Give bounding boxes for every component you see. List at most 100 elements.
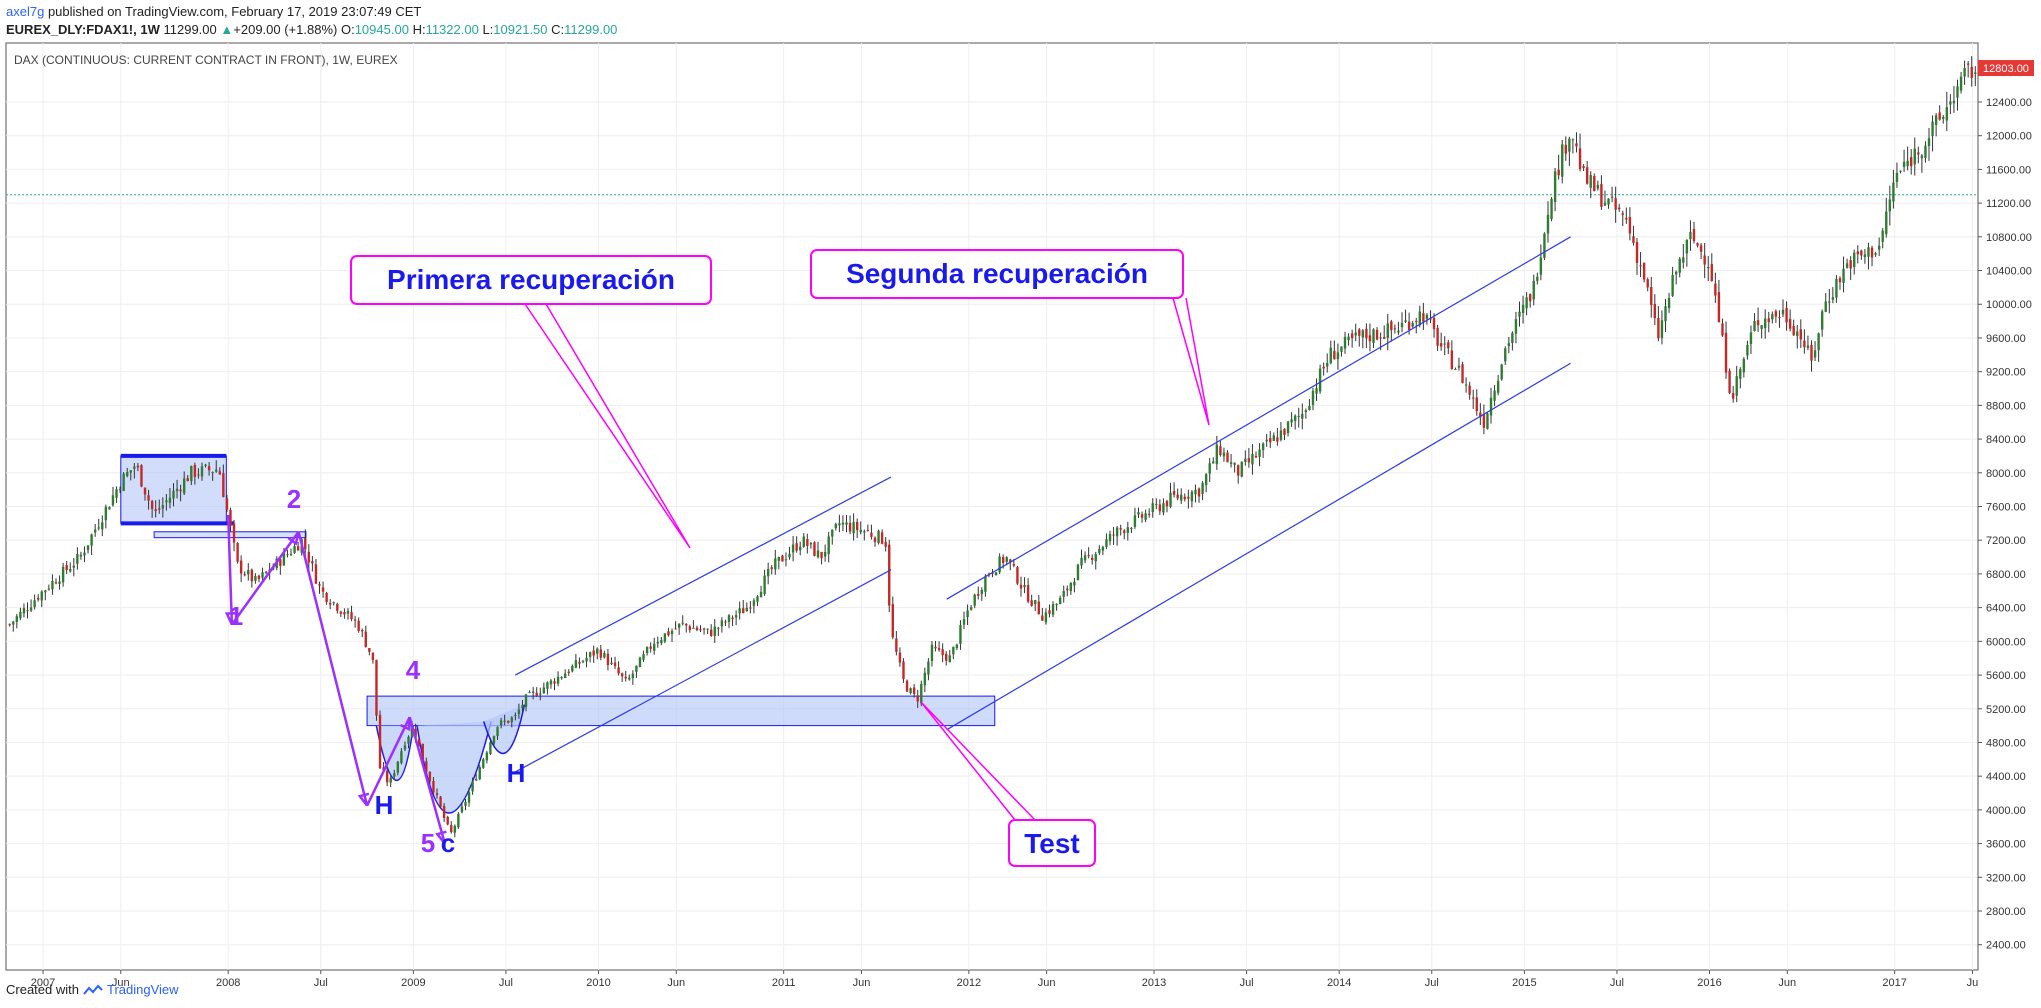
candle-body (243, 574, 246, 576)
candle (1254, 451, 1258, 459)
candle-body (706, 628, 709, 630)
high-value: 11322.00 (425, 22, 479, 37)
candle (190, 465, 193, 486)
candle (1293, 414, 1297, 430)
candle (517, 703, 521, 719)
candle-body (1037, 601, 1040, 615)
candle (1461, 361, 1464, 384)
candle (966, 604, 969, 626)
candle (147, 489, 150, 510)
wave-c-label: c (441, 828, 455, 858)
candle-body (1671, 274, 1674, 296)
candle (1966, 61, 1970, 78)
channel-1-upper (514, 476, 892, 676)
candle (1105, 533, 1108, 550)
candle-body (69, 569, 72, 572)
candle (1610, 186, 1614, 203)
candle (1165, 499, 1169, 513)
candle-body (884, 541, 887, 547)
candle (1571, 138, 1575, 154)
author-link[interactable]: axel7g (6, 4, 45, 19)
candle-body (1909, 157, 1913, 167)
candle-body (791, 544, 795, 553)
candle-body (834, 524, 838, 529)
candle-body (1870, 247, 1874, 258)
candle (588, 651, 592, 663)
candle-body (774, 558, 777, 570)
candle-body (1885, 211, 1888, 235)
candle-body (19, 611, 22, 619)
candle (994, 571, 998, 576)
candle-body (1411, 322, 1414, 327)
candle-body (279, 559, 282, 566)
candle (243, 571, 246, 577)
candle (1742, 357, 1746, 378)
open-value: 10945.00 (354, 22, 409, 37)
candle (474, 773, 478, 782)
candle (745, 602, 748, 612)
candle (631, 670, 635, 685)
candle-body (407, 736, 410, 744)
candle-body (257, 575, 261, 579)
candle (26, 602, 29, 619)
candle (749, 601, 752, 614)
candle (720, 617, 724, 633)
time-axis[interactable]: 2007 Jun 2008 Jul 2009 Jul 2010 Jun 2011 Jun 2012 J… (31, 970, 1978, 989)
candle (1290, 412, 1293, 427)
candle-body (731, 617, 734, 620)
candle-body (638, 657, 642, 668)
candle (1115, 526, 1119, 546)
publish-line: axel7g published on TradingView.com, Feb… (6, 3, 617, 21)
candle (1283, 428, 1286, 440)
tradingview-link[interactable]: TradingView (106, 982, 179, 997)
candle (1258, 443, 1261, 467)
candle (774, 549, 777, 575)
candle-body (702, 628, 706, 630)
candle-body (1404, 320, 1407, 322)
candle (1664, 298, 1667, 332)
candle (873, 536, 877, 547)
candle (777, 556, 781, 570)
candle (1724, 321, 1728, 379)
candle-body (478, 767, 481, 780)
candle-body (1354, 332, 1357, 336)
candle-body (1699, 245, 1703, 252)
left-shoulder-arc (375, 725, 415, 781)
candle-body (222, 473, 225, 498)
candle (1796, 324, 1799, 349)
candle (1707, 256, 1710, 282)
candle-body (1550, 198, 1553, 220)
candle (827, 531, 830, 563)
change-arrow-icon: ▲ (220, 22, 234, 37)
candle (1600, 175, 1603, 210)
candle (1233, 462, 1236, 473)
price-axis[interactable]: 2400.00 2800.00 3200.00 3600.00 4000.00 4400.… (1978, 97, 2032, 952)
candle-body (1568, 138, 1571, 152)
candle-body (54, 582, 58, 584)
candle (1539, 244, 1543, 281)
candle-body (1001, 557, 1005, 563)
candle-body (1023, 585, 1026, 588)
candle (738, 601, 741, 620)
x-tick-label: Ju (1967, 977, 1979, 989)
candle (12, 620, 15, 632)
head-left-label: H (375, 790, 394, 820)
y-tick-label: 2800.00 (1986, 906, 2026, 918)
price-tag: 12803.00 (1978, 60, 2034, 77)
candle-body (674, 628, 677, 630)
candle-body (1557, 169, 1560, 176)
candle-body (1863, 254, 1867, 258)
candle (15, 613, 19, 629)
candle-body (1286, 421, 1290, 434)
candle-body (1475, 397, 1478, 412)
candle-body (1094, 554, 1097, 562)
candle-body (1796, 331, 1799, 337)
candle (19, 607, 22, 621)
candle-body (688, 626, 692, 631)
candle-body (1144, 513, 1147, 520)
x-tick-label: Jul (1425, 977, 1439, 989)
candle-body (133, 466, 136, 469)
candle (361, 628, 364, 638)
candle (1543, 232, 1546, 261)
